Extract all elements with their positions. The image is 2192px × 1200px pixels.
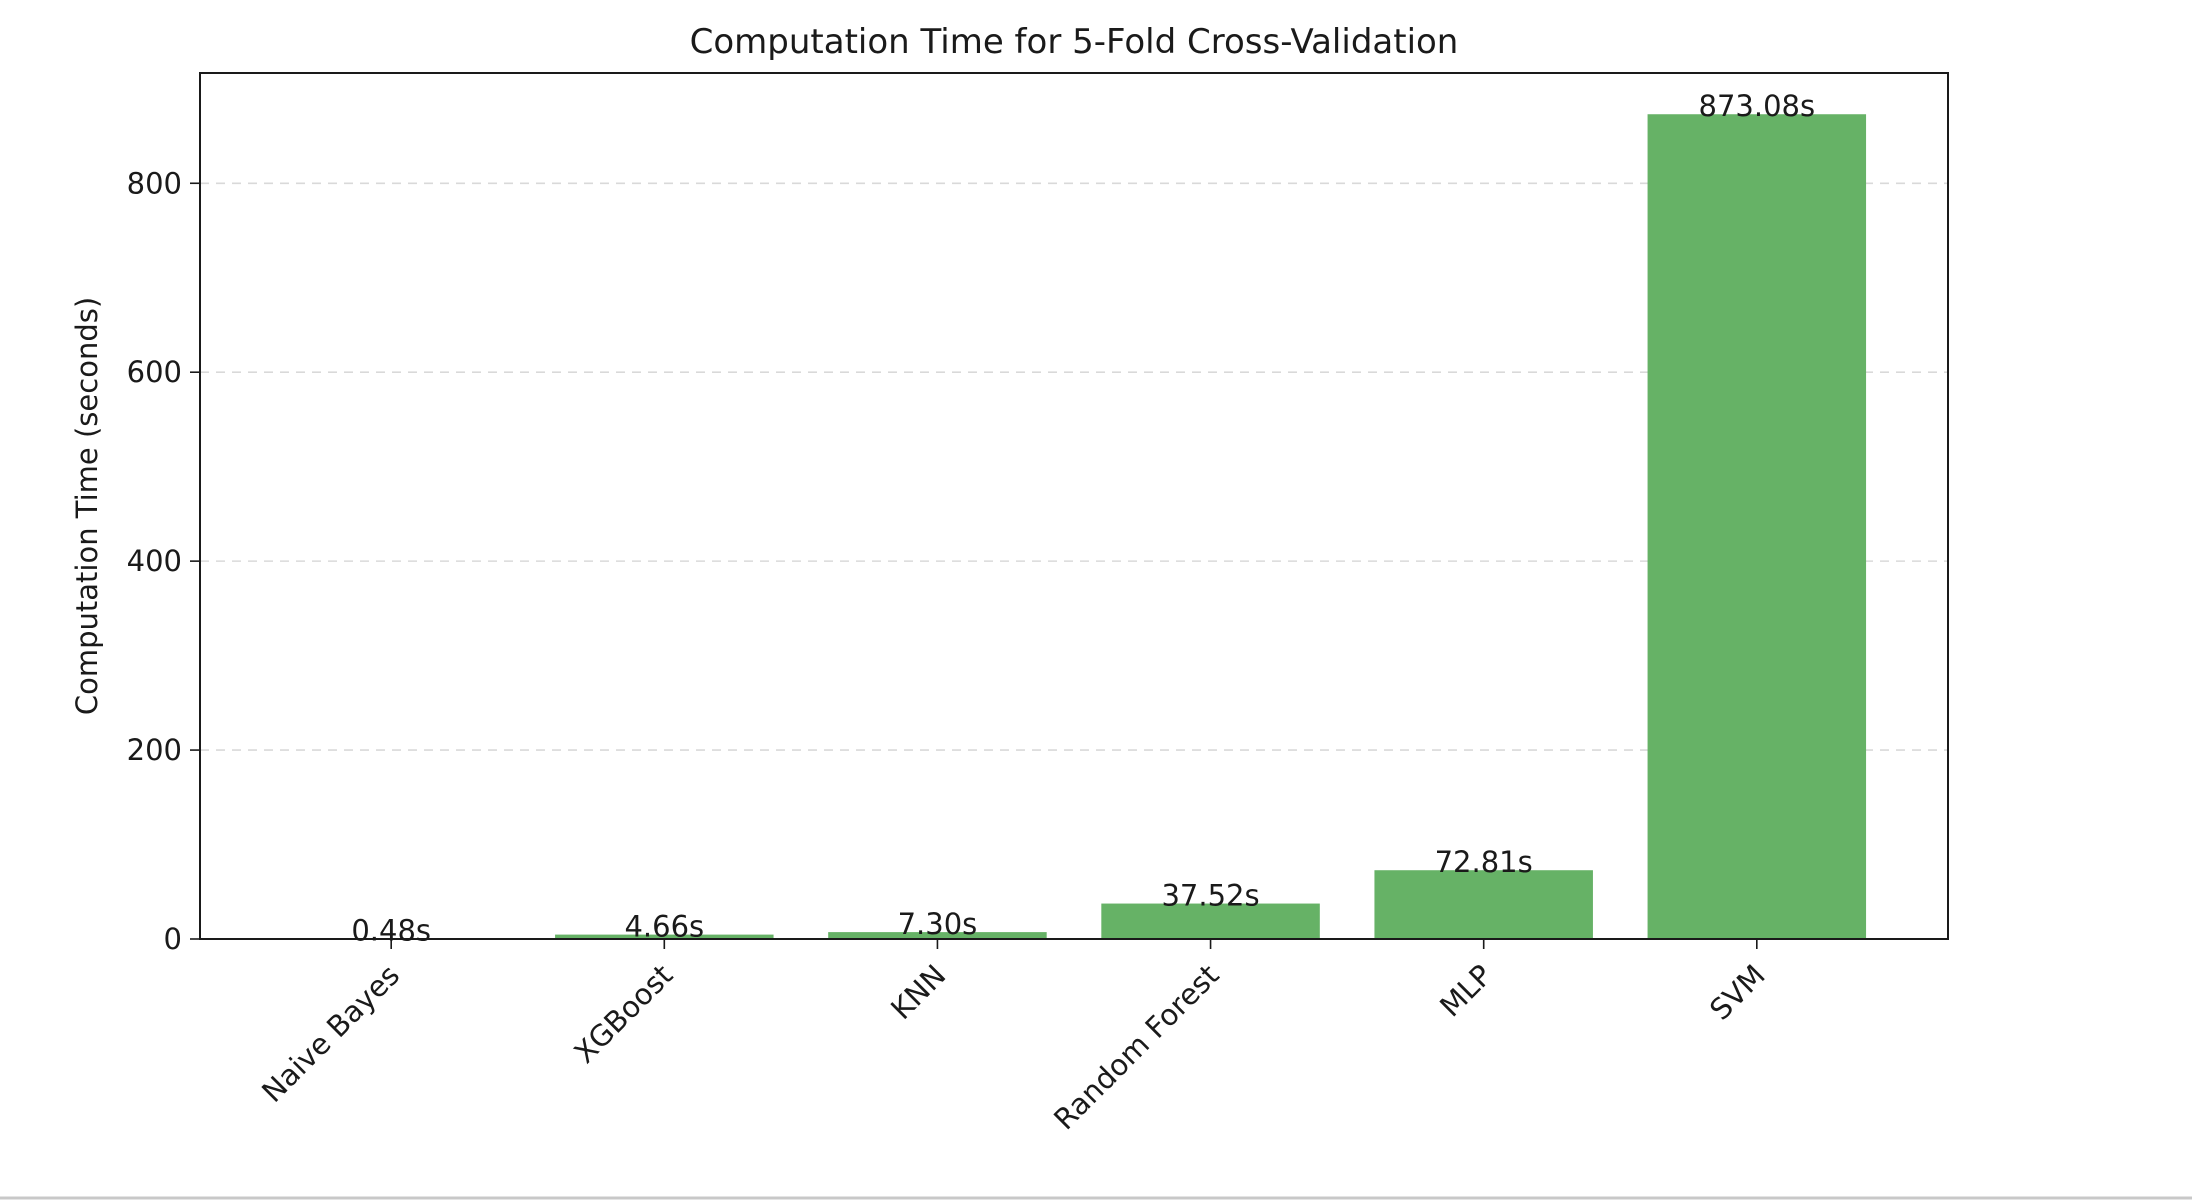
bar <box>1647 114 1867 939</box>
y-tick-label: 800 <box>127 166 182 200</box>
x-tick-label: KNN <box>884 958 952 1026</box>
bar-value-label: 4.66s <box>624 910 704 944</box>
bar <box>1101 903 1320 939</box>
data-labels: 0.48s 4.66s 7.30s 37.52s 72.81s 873.08s <box>351 89 1815 947</box>
axis-ticks: 0 200 400 600 800 Naive Bayes XGBoost KNN Random… <box>127 166 1772 1136</box>
bar <box>828 932 1047 939</box>
x-tick-label: XGBoost <box>567 958 679 1070</box>
y-tick-label: 600 <box>127 355 182 389</box>
x-tick-label: Random Forest <box>1047 958 1225 1136</box>
chart-title: Computation Time for 5-Fold Cross-Valida… <box>690 22 1459 62</box>
bar-value-label: 0.48s <box>351 914 431 948</box>
y-tick-label: 0 <box>164 922 182 956</box>
bar-value-label: 72.81s <box>1435 845 1533 879</box>
bars <box>281 114 1867 939</box>
x-tick-label: SVM <box>1703 958 1772 1027</box>
y-tick-label: 400 <box>127 544 182 578</box>
bar <box>555 934 774 939</box>
y-tick-label: 200 <box>127 733 182 767</box>
bar-value-label: 37.52s <box>1161 879 1259 913</box>
y-axis-label: Computation Time (seconds) <box>70 297 104 715</box>
bar <box>1374 870 1593 939</box>
x-tick-label: MLP <box>1433 958 1499 1024</box>
plot-area-frame <box>199 72 1949 940</box>
x-tick-label: Naive Bayes <box>255 958 406 1109</box>
bar-value-label: 7.30s <box>898 907 978 941</box>
bar-value-label: 873.08s <box>1699 89 1816 123</box>
